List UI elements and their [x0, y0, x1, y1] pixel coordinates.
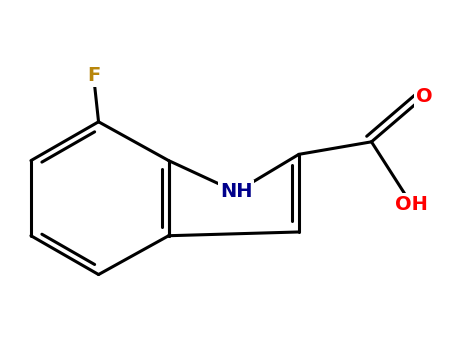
Text: NH: NH	[220, 182, 253, 201]
Text: O: O	[416, 87, 432, 106]
Text: F: F	[87, 66, 100, 85]
Text: OH: OH	[395, 195, 428, 214]
